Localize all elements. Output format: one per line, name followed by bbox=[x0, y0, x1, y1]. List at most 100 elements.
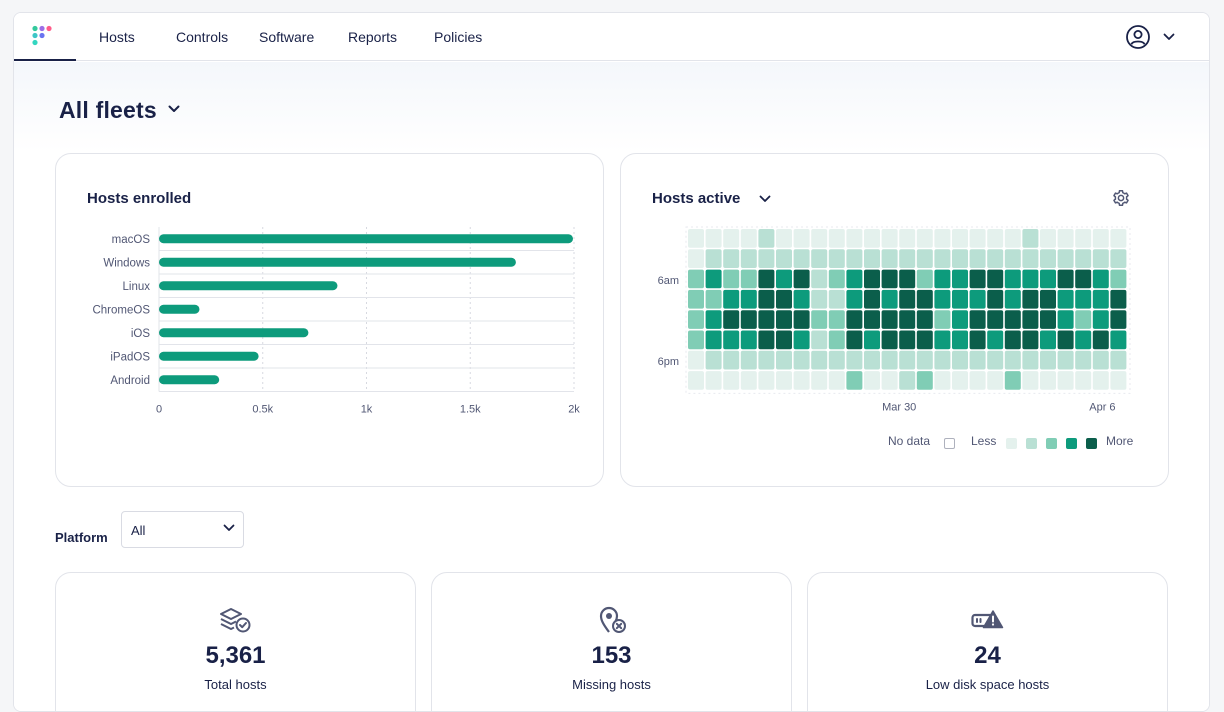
heatmap-cell[interactable] bbox=[934, 350, 951, 370]
heatmap-cell[interactable] bbox=[811, 249, 828, 268]
heatmap-cell[interactable] bbox=[793, 330, 810, 350]
heatmap-cell[interactable] bbox=[705, 310, 722, 329]
heatmap-cell[interactable] bbox=[864, 269, 880, 289]
user-menu[interactable] bbox=[1125, 24, 1187, 50]
heatmap-cell[interactable] bbox=[688, 371, 704, 390]
heatmap-cell[interactable] bbox=[846, 289, 863, 309]
heatmap-cell[interactable] bbox=[1022, 350, 1039, 370]
nav-item-policies[interactable]: Policies bbox=[434, 29, 483, 45]
heatmap-cell[interactable] bbox=[758, 350, 775, 370]
heatmap-cell[interactable] bbox=[934, 330, 951, 350]
heatmap-cell[interactable] bbox=[811, 371, 828, 390]
heatmap-cell[interactable] bbox=[1004, 371, 1021, 390]
stat-card-missing-hosts[interactable]: 153 Missing hosts bbox=[431, 572, 792, 711]
heatmap-cell[interactable] bbox=[952, 310, 968, 329]
heatmap-cell[interactable] bbox=[987, 229, 1004, 248]
stat-card-low-disk-space[interactable]: 24 Low disk space hosts bbox=[807, 572, 1168, 711]
heatmap-cell[interactable] bbox=[1057, 371, 1074, 390]
heatmap-cell[interactable] bbox=[1092, 371, 1109, 390]
nav-item-controls[interactable]: Controls bbox=[176, 29, 229, 45]
heatmap-cell[interactable] bbox=[811, 330, 828, 350]
heatmap-cell[interactable] bbox=[1110, 371, 1127, 390]
heatmap-cell[interactable] bbox=[740, 289, 757, 309]
heatmap-cell[interactable] bbox=[899, 350, 916, 370]
heatmap-cell[interactable] bbox=[723, 310, 740, 329]
heatmap-cell[interactable] bbox=[740, 350, 757, 370]
heatmap-cell[interactable] bbox=[1057, 310, 1074, 329]
heatmap-cell[interactable] bbox=[899, 229, 916, 248]
heatmap-cell[interactable] bbox=[881, 371, 898, 390]
heatmap-cell[interactable] bbox=[828, 289, 845, 309]
heatmap-cell[interactable] bbox=[916, 350, 933, 370]
heatmap-cell[interactable] bbox=[776, 310, 792, 329]
heatmap-cell[interactable] bbox=[1110, 310, 1127, 329]
heatmap-cell[interactable] bbox=[1092, 330, 1109, 350]
heatmap-cell[interactable] bbox=[758, 310, 775, 329]
heatmap-cell[interactable] bbox=[934, 229, 951, 248]
heatmap-cell[interactable] bbox=[1057, 269, 1074, 289]
heatmap-cell[interactable] bbox=[723, 350, 740, 370]
heatmap-cell[interactable] bbox=[1022, 330, 1039, 350]
heatmap-cell[interactable] bbox=[916, 229, 933, 248]
heatmap-cell[interactable] bbox=[793, 229, 810, 248]
heatmap-cell[interactable] bbox=[828, 269, 845, 289]
bar-ipados[interactable] bbox=[159, 351, 259, 361]
heatmap-cell[interactable] bbox=[952, 350, 968, 370]
heatmap-cell[interactable] bbox=[969, 249, 986, 268]
heatmap-cell[interactable] bbox=[1092, 289, 1109, 309]
heatmap-cell[interactable] bbox=[1057, 229, 1074, 248]
heatmap-cell[interactable] bbox=[828, 249, 845, 268]
nav-item-hosts[interactable]: Hosts bbox=[99, 29, 135, 45]
heatmap-cell[interactable] bbox=[1075, 289, 1092, 309]
heatmap-cell[interactable] bbox=[1022, 310, 1039, 329]
heatmap-cell[interactable] bbox=[1092, 350, 1109, 370]
heatmap-cell[interactable] bbox=[864, 310, 880, 329]
heatmap-cell[interactable] bbox=[952, 289, 968, 309]
heatmap-cell[interactable] bbox=[864, 289, 880, 309]
heatmap-cell[interactable] bbox=[969, 330, 986, 350]
heatmap-cell[interactable] bbox=[793, 350, 810, 370]
heatmap-cell[interactable] bbox=[1057, 350, 1074, 370]
heatmap-cell[interactable] bbox=[776, 229, 792, 248]
heatmap-cell[interactable] bbox=[705, 269, 722, 289]
heatmap-cell[interactable] bbox=[793, 289, 810, 309]
heatmap-cell[interactable] bbox=[899, 249, 916, 268]
heatmap-cell[interactable] bbox=[740, 330, 757, 350]
chevron-down-icon[interactable] bbox=[1163, 33, 1175, 41]
heatmap-cell[interactable] bbox=[688, 229, 704, 248]
heatmap-cell[interactable] bbox=[828, 330, 845, 350]
heatmap-cell[interactable] bbox=[1004, 330, 1021, 350]
chevron-down-icon[interactable] bbox=[759, 195, 771, 203]
heatmap-cell[interactable] bbox=[1092, 269, 1109, 289]
heatmap-cell[interactable] bbox=[987, 310, 1004, 329]
heatmap-cell[interactable] bbox=[846, 350, 863, 370]
heatmap-cell[interactable] bbox=[952, 229, 968, 248]
heatmap-cell[interactable] bbox=[881, 269, 898, 289]
heatmap-cell[interactable] bbox=[1040, 249, 1056, 268]
heatmap-cell[interactable] bbox=[987, 269, 1004, 289]
heatmap-cell[interactable] bbox=[811, 350, 828, 370]
heatmap-cell[interactable] bbox=[1057, 289, 1074, 309]
heatmap-cell[interactable] bbox=[688, 350, 704, 370]
heatmap-cell[interactable] bbox=[1075, 350, 1092, 370]
heatmap-cell[interactable] bbox=[916, 269, 933, 289]
heatmap-cell[interactable] bbox=[705, 249, 722, 268]
heatmap-cell[interactable] bbox=[1040, 330, 1056, 350]
heatmap-cell[interactable] bbox=[881, 310, 898, 329]
heatmap-cell[interactable] bbox=[688, 310, 704, 329]
heatmap-cell[interactable] bbox=[828, 229, 845, 248]
heatmap-cell[interactable] bbox=[864, 229, 880, 248]
heatmap-cell[interactable] bbox=[776, 269, 792, 289]
heatmap-cell[interactable] bbox=[740, 249, 757, 268]
heatmap-cell[interactable] bbox=[1075, 269, 1092, 289]
heatmap-cell[interactable] bbox=[723, 371, 740, 390]
heatmap-cell[interactable] bbox=[916, 330, 933, 350]
nav-item-software[interactable]: Software bbox=[259, 29, 315, 45]
heatmap-cell[interactable] bbox=[1110, 330, 1127, 350]
heatmap-cell[interactable] bbox=[969, 269, 986, 289]
heatmap-cell[interactable] bbox=[846, 229, 863, 248]
heatmap-cell[interactable] bbox=[881, 249, 898, 268]
fleet-logo-icon[interactable] bbox=[31, 25, 57, 49]
heatmap-cell[interactable] bbox=[934, 371, 951, 390]
heatmap-cell[interactable] bbox=[934, 269, 951, 289]
